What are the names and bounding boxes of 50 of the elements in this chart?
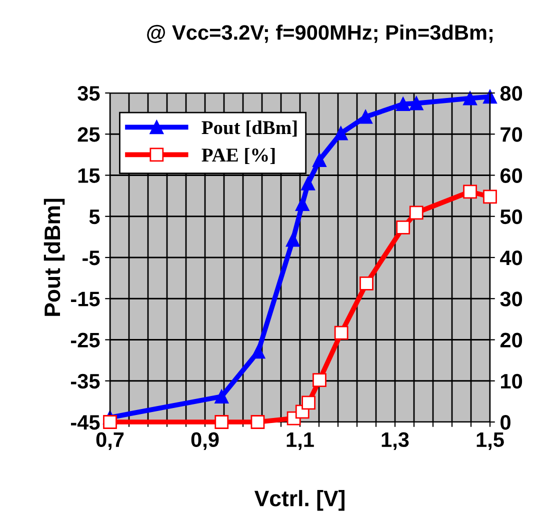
point [214, 415, 229, 429]
y2-tick-label: 30 [500, 292, 522, 306]
y-tick-label: 15 [78, 168, 100, 184]
y2-tick-label: 60 [500, 168, 522, 184]
chart-title: @ Vcc=3.2V; f=900MHz; Pin=3dBm; [147, 24, 492, 43]
x-tick-label: 1,3 [382, 432, 409, 450]
y-tick-label: 5 [89, 210, 100, 224]
point [312, 153, 326, 167]
point [334, 126, 348, 140]
y-tick-label: -15 [70, 292, 100, 306]
x-tick-label: 0,9 [191, 432, 219, 450]
point [312, 373, 326, 387]
y-tick-label: -5 [82, 250, 100, 266]
point [295, 197, 310, 211]
x-tick-label: 1,5 [476, 432, 504, 450]
point [483, 90, 497, 104]
x-axis-title: Vctrl. [V] [254, 490, 344, 511]
point [463, 91, 477, 106]
point [409, 96, 424, 110]
y-tick-label: -25 [70, 332, 100, 348]
point [396, 220, 410, 234]
point [360, 276, 374, 290]
y2-tick-label: 0 [500, 415, 510, 430]
y2-tick-label: 50 [500, 209, 522, 224]
point [409, 206, 424, 220]
y-tick-label: 35 [78, 86, 100, 101]
point [483, 190, 497, 204]
point [214, 390, 229, 404]
y-tick-label: -35 [70, 374, 100, 389]
y2-tick-label: 10 [501, 374, 522, 389]
y-axis-title: Pout [dBm] [44, 198, 65, 316]
legend-label: PAE [%] [202, 148, 275, 164]
point [301, 176, 316, 190]
legend-label: Pout [dBm] [202, 120, 297, 137]
point [396, 97, 410, 112]
point [251, 344, 266, 359]
point [463, 184, 477, 199]
x-tick-label: 1,1 [286, 432, 314, 450]
point [358, 110, 372, 124]
point [302, 396, 316, 410]
y-tick-label: -45 [70, 415, 100, 430]
point [286, 232, 300, 247]
y2-tick-label: 70 [500, 127, 522, 142]
y-tick-label: 25 [78, 127, 100, 142]
point [250, 415, 265, 429]
y2-tick-label: 40 [500, 250, 522, 266]
x-tick-label: 0,7 [96, 432, 124, 450]
y2-tick-label: 80 [500, 86, 522, 101]
point [334, 326, 348, 340]
y2-tick-label: 20 [500, 332, 522, 348]
